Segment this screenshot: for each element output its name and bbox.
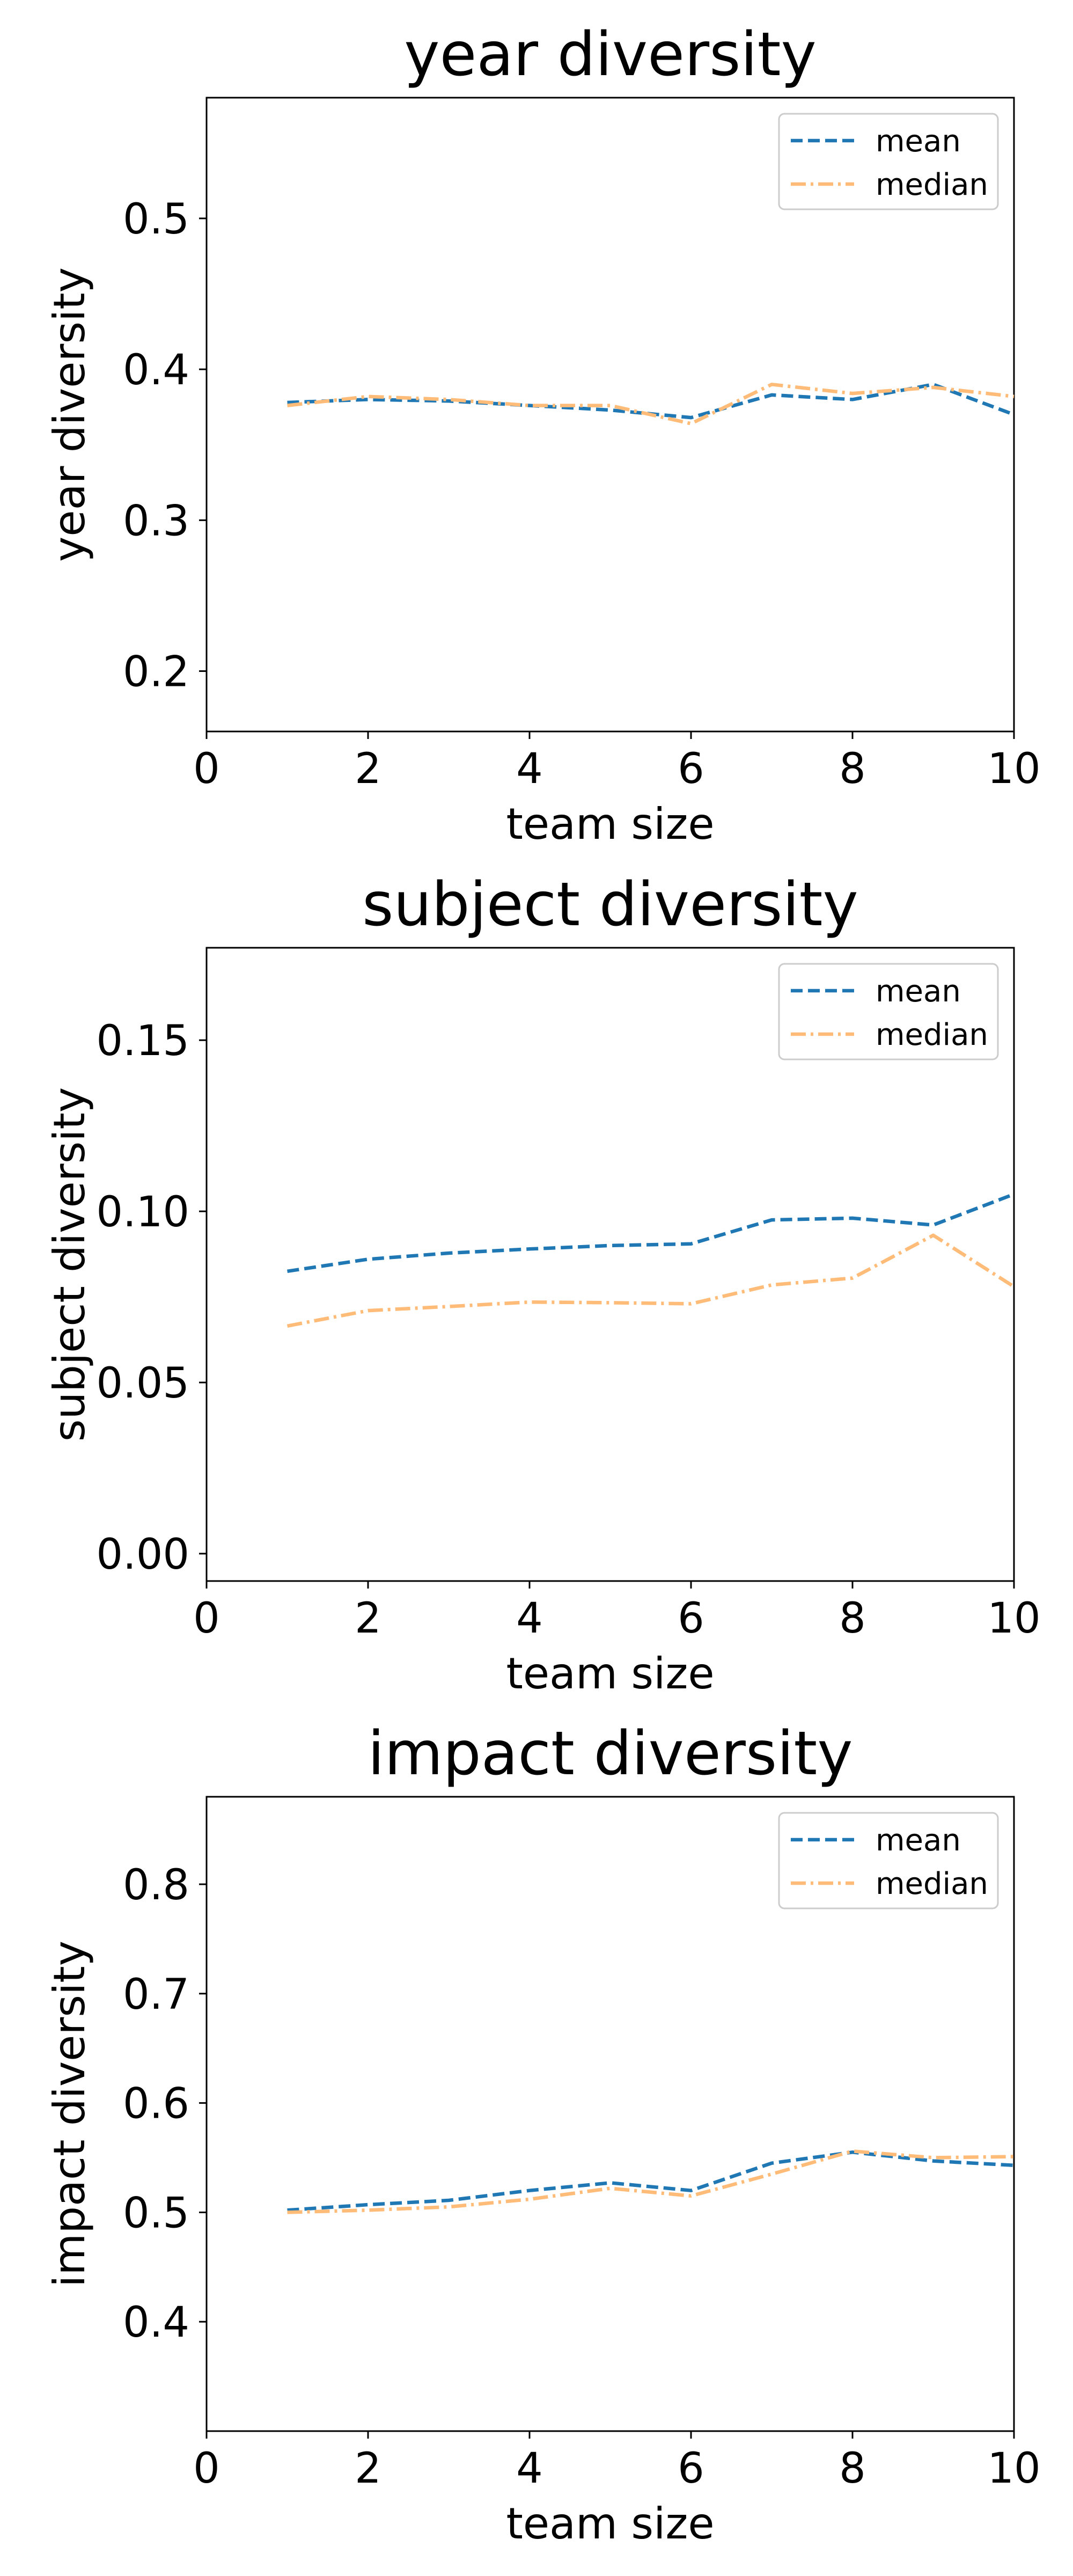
- series-line-median: [287, 383, 1015, 426]
- y-tick-label: 0.2: [123, 648, 189, 697]
- plot-frame: [205, 97, 1015, 733]
- x-tick-label: 4: [516, 745, 543, 793]
- x-tick-label: 6: [678, 745, 704, 793]
- plot-frame: [205, 947, 1015, 1582]
- series-line-median: [287, 2149, 1015, 2214]
- x-tick-label: 8: [839, 745, 866, 793]
- legend-label-median: median: [876, 1018, 988, 1052]
- legend: mean median: [778, 1812, 999, 1909]
- x-axis-label: team size: [506, 799, 714, 849]
- x-tick-label: 2: [355, 2445, 381, 2493]
- legend-box: [778, 113, 999, 210]
- y-tick-label: 0.4: [123, 346, 189, 394]
- y-axis-label: subject diversity: [45, 1087, 94, 1441]
- chart-panel-1: year diversity 0 2 4 6 8 10 0.2 0.3 0.4 0.5 team si…: [45, 20, 1041, 849]
- x-tick-label: 6: [678, 1594, 704, 1643]
- legend-label-mean: mean: [876, 974, 961, 1009]
- y-tick-label: 0.10: [96, 1188, 189, 1236]
- y-tick-label: 0.05: [96, 1359, 189, 1408]
- y-tick-label: 0.7: [123, 1971, 189, 2019]
- legend-label-mean: mean: [876, 124, 961, 159]
- chart-title: subject diversity: [362, 870, 858, 940]
- x-tick-label: 4: [516, 2445, 543, 2493]
- series-line-mean: [287, 1192, 1015, 1274]
- y-tick-label: 0.5: [123, 195, 189, 244]
- y-axis-label: impact diversity: [45, 1941, 94, 2287]
- x-tick-label: 8: [839, 1594, 866, 1643]
- x-tick-label: 4: [516, 1594, 543, 1643]
- legend: mean median: [778, 113, 999, 210]
- y-tick-label: 0.5: [123, 2189, 189, 2237]
- x-tick-label: 0: [193, 745, 220, 793]
- x-tick-label: 6: [678, 2445, 704, 2493]
- x-tick-label: 2: [355, 1594, 381, 1643]
- x-tick-label: 2: [355, 745, 381, 793]
- x-tick-label: 8: [839, 2445, 866, 2493]
- plot-frame: [205, 1796, 1015, 2432]
- y-tick-label: 0.6: [123, 2080, 189, 2128]
- y-tick-label: 0.15: [96, 1017, 189, 1065]
- x-tick-label: 0: [193, 1594, 220, 1643]
- legend-label-mean: mean: [876, 1823, 961, 1858]
- y-tick-label: 0.3: [123, 497, 189, 545]
- y-tick-label: 0.00: [96, 1531, 189, 1579]
- x-axis-label: team size: [506, 1649, 714, 1699]
- chart-panel-2: subject diversity 0 2 4 6 8 10 0.00 0.05 0.10 0.15…: [45, 870, 1041, 1699]
- legend-label-median: median: [876, 1867, 988, 1901]
- series-line-median: [286, 1233, 1015, 1328]
- legend-box: [778, 963, 999, 1060]
- chart-title: impact diversity: [368, 1719, 852, 1789]
- x-tick-label: 10: [987, 745, 1040, 793]
- chart-title: year diversity: [404, 20, 817, 90]
- legend: mean median: [778, 963, 999, 1060]
- legend-label-median: median: [876, 167, 988, 202]
- x-tick-label: 10: [987, 2445, 1040, 2493]
- y-axis-label: year diversity: [45, 267, 94, 562]
- x-axis-label: team size: [506, 2499, 714, 2549]
- series-line-mean: [287, 2150, 1015, 2212]
- x-tick-label: 10: [987, 1594, 1040, 1643]
- chart-panel-3: impact diversity 0 2 4 6 8 10 0.4 0.5 0.6 0.7 0.8 te…: [45, 1719, 1041, 2549]
- x-tick-label: 0: [193, 2445, 220, 2493]
- y-tick-label: 0.4: [123, 2299, 189, 2347]
- y-tick-label: 0.8: [123, 1861, 189, 1909]
- legend-box: [778, 1812, 999, 1909]
